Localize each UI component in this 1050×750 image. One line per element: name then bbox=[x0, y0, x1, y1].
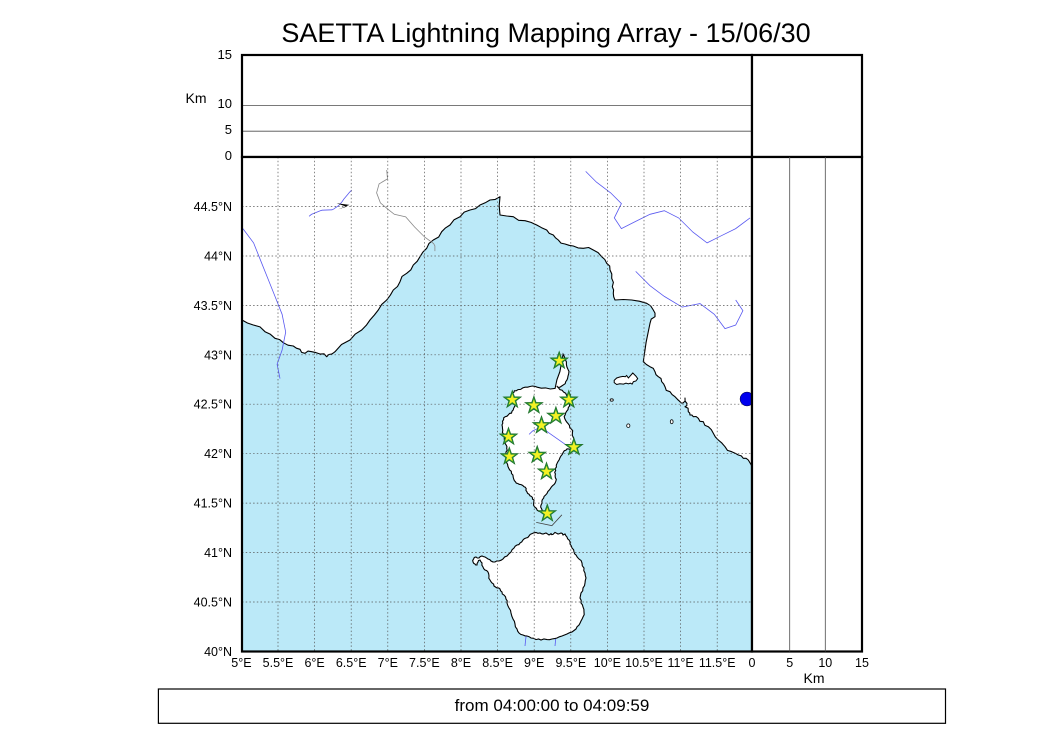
svg-text:10: 10 bbox=[218, 96, 232, 111]
svg-text:42°N: 42°N bbox=[204, 447, 232, 461]
svg-text:11°E: 11°E bbox=[667, 656, 693, 670]
svg-text:10.5°E: 10.5°E bbox=[625, 656, 663, 670]
svg-text:6°E: 6°E bbox=[304, 656, 324, 670]
svg-text:10: 10 bbox=[818, 656, 832, 670]
svg-text:41°N: 41°N bbox=[204, 546, 232, 560]
svg-text:5.5°E: 5.5°E bbox=[263, 656, 294, 670]
svg-text:7°E: 7°E bbox=[378, 656, 398, 670]
svg-text:5: 5 bbox=[786, 656, 793, 670]
svg-text:15: 15 bbox=[855, 656, 869, 670]
svg-text:7.5°E: 7.5°E bbox=[409, 656, 440, 670]
svg-text:9°E: 9°E bbox=[524, 656, 544, 670]
svg-text:15: 15 bbox=[218, 47, 232, 62]
svg-text:0: 0 bbox=[749, 656, 756, 670]
svg-text:44°N: 44°N bbox=[204, 250, 232, 264]
svg-text:8.5°E: 8.5°E bbox=[482, 656, 513, 670]
svg-text:5°E: 5°E bbox=[231, 656, 251, 670]
svg-text:11.5°E: 11.5°E bbox=[699, 656, 736, 670]
svg-text:6.5°E: 6.5°E bbox=[336, 656, 367, 670]
svg-text:42.5°N: 42.5°N bbox=[194, 398, 232, 412]
svg-text:10°E: 10°E bbox=[594, 656, 621, 670]
svg-text:44.5°N: 44.5°N bbox=[194, 200, 232, 214]
svg-text:8°E: 8°E bbox=[451, 656, 471, 670]
svg-text:Km: Km bbox=[804, 670, 825, 686]
svg-text:40.5°N: 40.5°N bbox=[194, 596, 232, 610]
svg-text:9.5°E: 9.5°E bbox=[555, 656, 586, 670]
svg-text:SAETTA Lightning Mapping Array: SAETTA Lightning Mapping Array - 15/06/3… bbox=[281, 18, 810, 48]
svg-text:0: 0 bbox=[225, 148, 232, 163]
svg-text:43.5°N: 43.5°N bbox=[194, 299, 232, 313]
svg-text:from 04:00:00 to 04:09:59: from 04:00:00 to 04:09:59 bbox=[455, 696, 650, 715]
svg-text:40°N: 40°N bbox=[204, 645, 232, 659]
svg-text:43°N: 43°N bbox=[204, 348, 232, 362]
svg-text:5: 5 bbox=[225, 122, 232, 137]
svg-text:Km: Km bbox=[186, 90, 207, 106]
svg-text:41.5°N: 41.5°N bbox=[194, 497, 232, 511]
